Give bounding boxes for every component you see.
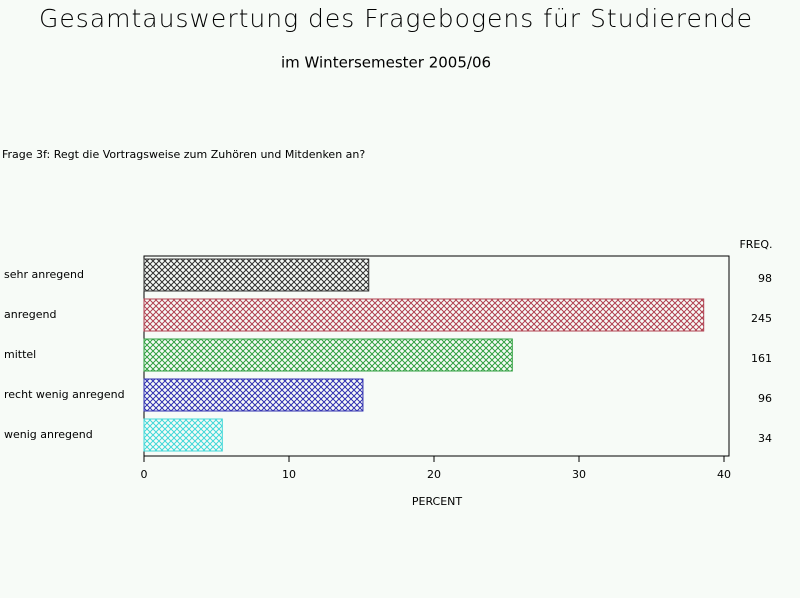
freq-header: FREQ. bbox=[739, 238, 772, 251]
category-label: mittel bbox=[4, 348, 36, 361]
chart-subtitle: im Wintersemester 2005/06 bbox=[281, 54, 491, 72]
bar bbox=[143, 338, 513, 372]
freq-value: 96 bbox=[758, 392, 772, 405]
x-axis-label: PERCENT bbox=[412, 495, 463, 508]
category-label: anregend bbox=[4, 308, 56, 321]
x-tick-label: 30 bbox=[572, 468, 586, 481]
question: Frage 3f: Regt die Vortragsweise zum Zuh… bbox=[2, 148, 365, 161]
category-label: recht wenig anregend bbox=[4, 388, 125, 401]
category-label: wenig anregend bbox=[4, 428, 93, 441]
bar bbox=[143, 258, 370, 292]
freq-value: 98 bbox=[758, 272, 772, 285]
category-label: sehr anregend bbox=[4, 268, 84, 281]
x-tick-label: 20 bbox=[427, 468, 441, 481]
freq-value: 34 bbox=[758, 432, 772, 445]
bar bbox=[143, 378, 364, 412]
freq-value: 161 bbox=[751, 352, 772, 365]
freq-value: 245 bbox=[751, 312, 772, 325]
chart-title: Gesamtauswertung des Fragebogens für Stu… bbox=[39, 4, 753, 33]
bar bbox=[143, 298, 705, 332]
bar bbox=[143, 418, 223, 452]
x-tick-label: 10 bbox=[282, 468, 296, 481]
x-tick-label: 0 bbox=[141, 468, 148, 481]
x-tick-label: 40 bbox=[717, 468, 731, 481]
